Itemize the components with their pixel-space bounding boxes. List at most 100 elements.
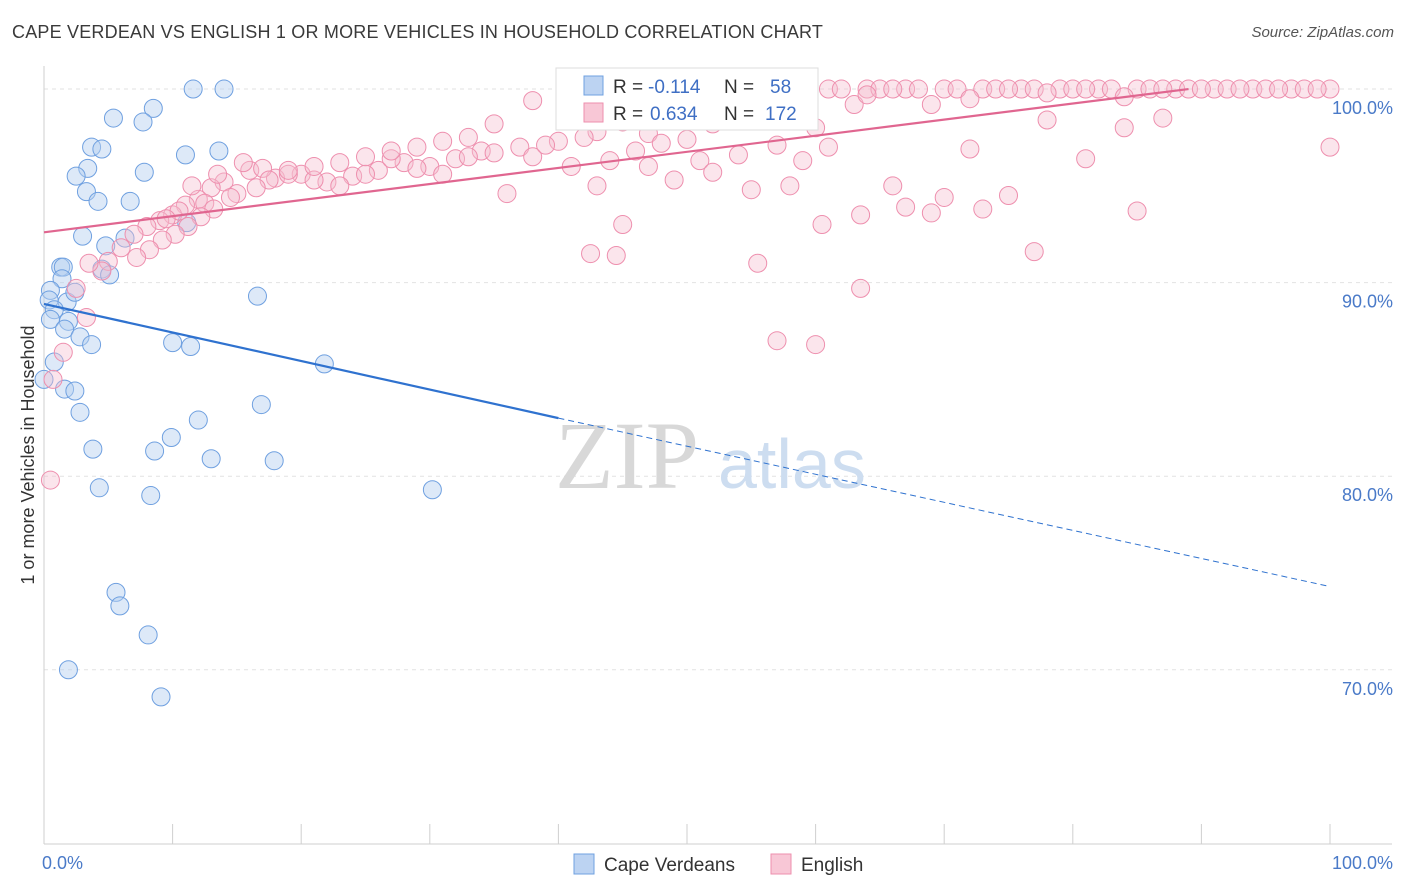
cape-verdean-point-7	[175, 145, 195, 165]
english-point-46	[368, 160, 388, 180]
english-point-40	[548, 131, 568, 151]
english-point-107	[1153, 108, 1173, 128]
english-point-168	[127, 247, 147, 267]
axes	[43, 66, 1392, 845]
english-point-105	[1076, 149, 1096, 169]
y-tick-label-3: 70.0%	[1342, 679, 1393, 699]
english-point-104	[1037, 110, 1057, 130]
legend-label-cape-verdeans: Cape Verdeans	[604, 855, 735, 876]
stats-n-label-1: N =	[724, 77, 754, 98]
stats-n-value-2: 172	[765, 104, 797, 125]
english-point-126	[767, 331, 787, 351]
cape-verdean-point-55	[138, 625, 158, 645]
cape-verdean-point-11	[66, 166, 86, 186]
cape-verdean-point-56	[58, 660, 78, 680]
english-point-161	[220, 187, 240, 207]
cape-verdean-point-35	[163, 333, 183, 353]
watermark-atlas: atlas	[718, 425, 866, 503]
cape-verdean-point-44	[188, 410, 208, 430]
english-point-78	[484, 143, 504, 163]
english-point-119	[1024, 242, 1044, 262]
cape-verdean-point-3	[103, 108, 123, 128]
english-point-157	[304, 156, 324, 176]
stats-n-label-2: N =	[724, 104, 754, 125]
cape-verdean-point-52	[422, 480, 442, 500]
cape-verdean-point-9	[78, 158, 98, 178]
english-point-129	[883, 79, 903, 99]
english-point-123	[606, 246, 626, 266]
english-point-91	[233, 153, 253, 173]
english-point-101	[921, 203, 941, 223]
english-point-59	[124, 224, 144, 244]
english-point-137	[1191, 79, 1211, 99]
cape-verdean-trend-line-extension	[558, 417, 1331, 588]
trend-lines	[43, 87, 1331, 588]
cape-verdean-trend-line	[43, 302, 559, 420]
english-point-166	[152, 230, 172, 250]
english-point-113	[780, 176, 800, 196]
english-point-89	[182, 176, 202, 196]
cape-verdean-point-36	[181, 336, 201, 356]
english-point-156	[330, 153, 350, 173]
cape-verdean-point-41	[65, 381, 85, 401]
english-point-75	[407, 158, 427, 178]
english-point-109	[638, 156, 658, 176]
y-tick-label-0: 100.0%	[1332, 98, 1393, 118]
cape-verdean-point-8	[209, 141, 229, 161]
x-tick-labels: 0.0% 100.0%	[42, 853, 1393, 873]
english-point-66	[53, 342, 73, 362]
english-point-102	[960, 139, 980, 159]
y-tick-labels: 100.0% 90.0% 80.0% 70.0%	[1332, 98, 1393, 699]
english-point-83	[651, 133, 671, 153]
english-point-108	[587, 176, 607, 196]
cape-verdean-point-18	[96, 236, 116, 256]
english-point-111	[703, 162, 723, 182]
stats-r-label-2: R =	[613, 104, 643, 125]
cape-verdean-point-54	[110, 596, 130, 616]
english-point-79	[523, 147, 543, 167]
english-point-60	[111, 238, 131, 258]
english-point-139	[1269, 79, 1289, 99]
y-axis-label: 1 or more Vehicles in Household	[18, 325, 38, 584]
english-point-41	[510, 137, 530, 157]
english-point-61	[98, 251, 118, 271]
english-point-118	[973, 199, 993, 219]
english-point-160	[246, 178, 266, 198]
cape-verdean-point-24	[40, 280, 60, 300]
english-point-136	[1153, 79, 1173, 99]
cape-verdean-point-23	[52, 269, 72, 289]
cape-verdean-point-14	[120, 191, 140, 211]
english-point-153	[407, 137, 427, 157]
english-point-116	[896, 197, 916, 217]
english-point-125	[851, 278, 871, 298]
y-tick-label-1: 90.0%	[1342, 292, 1393, 312]
legend-swatch-english	[770, 853, 792, 875]
english-point-138	[1230, 79, 1250, 99]
english-point-165	[165, 224, 185, 244]
cape-verdean-point-32	[55, 319, 75, 339]
cape-verdean-point-42	[251, 395, 271, 415]
legend-label-english: English	[801, 855, 863, 876]
english-point-141	[1320, 137, 1340, 157]
english-point-70	[278, 164, 298, 184]
cape-verdean-point-50	[89, 478, 109, 498]
english-point-95	[690, 151, 710, 171]
english-point-64	[66, 278, 86, 298]
cape-verdean-point-47	[161, 427, 181, 447]
cape-verdean-point-48	[201, 449, 221, 469]
english-point-67	[43, 369, 63, 389]
english-point-77	[458, 147, 478, 167]
english-point-151	[458, 127, 478, 147]
english-point-117	[934, 187, 954, 207]
cape-verdean-point-43	[70, 402, 90, 422]
english-point-158	[278, 160, 298, 180]
english-point-132	[999, 79, 1018, 99]
y-tick-label-2: 80.0%	[1342, 485, 1393, 505]
data-points	[34, 69, 1340, 707]
english-point-71	[304, 170, 324, 190]
english-point-98	[793, 151, 813, 171]
english-point-134	[1076, 79, 1096, 99]
x-tick-label-1: 100.0%	[1332, 853, 1393, 873]
english-point-45	[394, 153, 414, 173]
english-point-110	[664, 170, 684, 190]
